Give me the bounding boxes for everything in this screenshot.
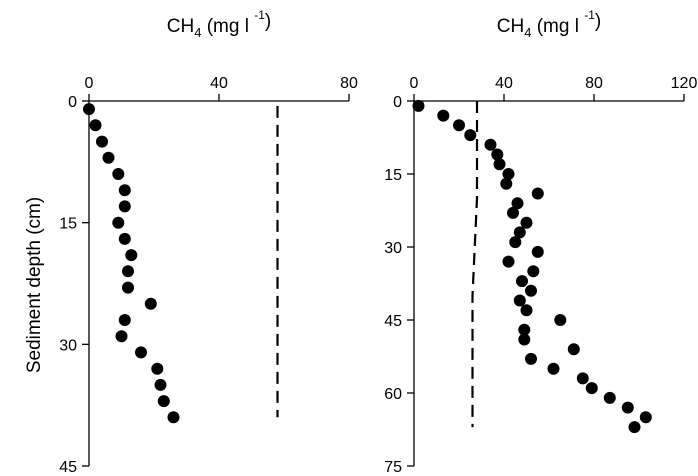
left-data-point bbox=[125, 249, 138, 262]
left-data-point bbox=[151, 362, 164, 375]
left-x-tick-label: 80 bbox=[340, 75, 358, 92]
right-data-point bbox=[527, 265, 540, 278]
right-data-point bbox=[511, 197, 524, 210]
right-y-tick-label: 75 bbox=[384, 459, 402, 476]
right-data-point bbox=[516, 275, 528, 288]
right-data-point bbox=[520, 304, 533, 317]
left-data-point bbox=[154, 378, 167, 391]
right-data-point bbox=[500, 177, 513, 190]
right-data-point bbox=[585, 382, 598, 395]
left-x-tick-label: 0 bbox=[85, 75, 94, 92]
sediment-depth-axis-title: Sediment depth (cm) bbox=[24, 197, 45, 373]
left-data-point bbox=[135, 346, 147, 359]
right-y-tick-label: 30 bbox=[384, 240, 402, 257]
right-data-point bbox=[518, 323, 531, 336]
right-data-point bbox=[518, 333, 531, 346]
right-data-point bbox=[576, 372, 589, 385]
right-data-point bbox=[567, 343, 580, 356]
right-data-point bbox=[507, 206, 519, 219]
left-panel-plot: 0 40 80 0 15 30 45 CH4 (mg l -1) bbox=[59, 8, 358, 476]
left-data-point bbox=[118, 232, 131, 245]
left-data-point bbox=[102, 151, 115, 164]
right-data-point bbox=[525, 352, 537, 365]
left-data-point bbox=[89, 119, 102, 132]
right-data-point bbox=[603, 391, 616, 404]
left-y-tick-label: 0 bbox=[68, 94, 77, 111]
right-data-point bbox=[531, 187, 544, 200]
left-data-point bbox=[115, 330, 128, 343]
right-data-point bbox=[628, 421, 641, 434]
left-data-point bbox=[118, 314, 131, 326]
left-y-tick-label: 45 bbox=[59, 459, 77, 476]
left-data-point bbox=[96, 135, 108, 148]
right-x-tick-label: 120 bbox=[671, 75, 698, 92]
right-data-point bbox=[502, 255, 515, 268]
right-y-tick-label: 15 bbox=[384, 167, 402, 184]
right-data-point bbox=[621, 401, 634, 414]
left-data-point bbox=[157, 395, 170, 408]
right-data-point bbox=[513, 294, 526, 307]
left-x-tick-label: 40 bbox=[210, 75, 228, 92]
left-data-point bbox=[122, 281, 134, 294]
right-data-point bbox=[412, 99, 425, 112]
left-data-point bbox=[118, 200, 131, 213]
left-x-axis-title: CH4 (mg l -1) bbox=[167, 8, 271, 40]
right-data-point bbox=[464, 129, 477, 142]
right-x-tick-label: 40 bbox=[495, 75, 513, 92]
right-data-point bbox=[639, 411, 652, 424]
left-data-point bbox=[118, 184, 131, 197]
right-x-tick-label: 80 bbox=[585, 75, 603, 92]
right-data-point bbox=[547, 362, 560, 375]
right-data-point bbox=[484, 138, 497, 151]
right-data-point bbox=[509, 236, 522, 249]
left-data-point bbox=[167, 411, 180, 424]
right-data-point bbox=[525, 284, 537, 297]
right-data-point bbox=[437, 109, 450, 122]
right-y-tick-label: 0 bbox=[393, 94, 402, 111]
right-y-tick-label: 60 bbox=[384, 386, 402, 403]
left-data-point bbox=[83, 103, 95, 116]
right-data-point bbox=[513, 226, 526, 239]
right-x-axis-title: CH4 (mg l -1) bbox=[497, 8, 601, 40]
left-y-tick-label: 15 bbox=[59, 216, 77, 233]
right-data-point bbox=[502, 168, 515, 180]
left-data-point bbox=[144, 297, 157, 310]
right-x-tick-label: 0 bbox=[410, 75, 419, 92]
left-y-tick-label: 30 bbox=[59, 337, 77, 354]
right-panel-plot: 0 40 80 120 0 15 30 45 60 75 CH4 (mg l -1) bbox=[384, 8, 697, 476]
right-reference-line bbox=[471, 101, 479, 428]
right-data-point bbox=[520, 216, 533, 229]
right-y-tick-label: 45 bbox=[384, 313, 402, 330]
right-data-point bbox=[493, 158, 506, 171]
right-data-point bbox=[453, 119, 465, 132]
right-data-point bbox=[554, 314, 567, 326]
left-data-point bbox=[112, 216, 125, 229]
right-data-point bbox=[531, 245, 544, 258]
left-data-point bbox=[112, 168, 125, 180]
right-data-point bbox=[491, 148, 504, 161]
left-data-point bbox=[122, 265, 134, 278]
